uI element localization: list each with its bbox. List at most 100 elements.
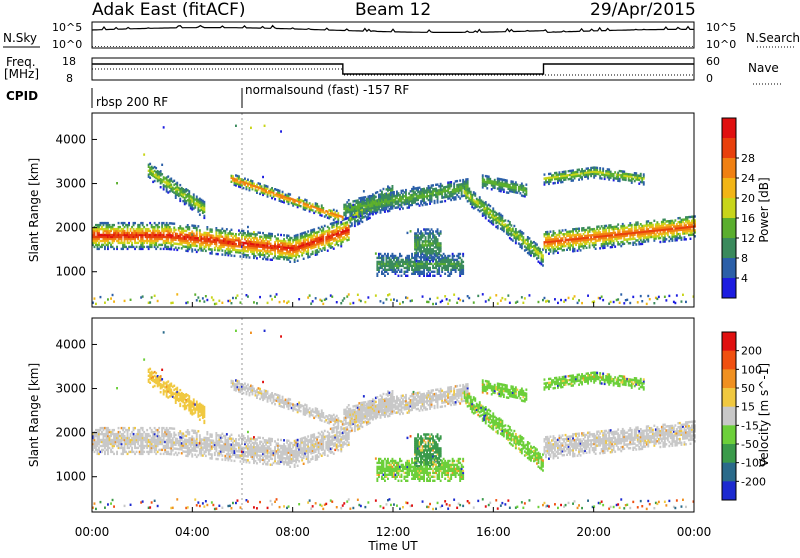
heatmap-cell — [316, 203, 318, 205]
noise-left-tick-top: 10^5 — [52, 21, 82, 34]
heatmap-cell — [459, 253, 461, 255]
heatmap-cell — [149, 301, 151, 303]
heatmap-cell — [407, 297, 409, 299]
heatmap-cell — [620, 245, 622, 247]
heatmap-cell — [256, 302, 258, 304]
heatmap-cell — [401, 255, 403, 257]
heatmap-cell — [351, 222, 353, 224]
heatmap-cell — [614, 171, 616, 173]
heatmap-cell — [238, 229, 240, 231]
heatmap-cell — [501, 297, 503, 299]
noise-sky-label: N.Sky — [3, 31, 37, 45]
heatmap-cell — [155, 167, 157, 169]
heatmap-cell — [170, 184, 172, 186]
heatmap-cell — [542, 299, 544, 301]
heatmap-cell — [619, 229, 621, 231]
heatmap-cell — [450, 199, 452, 201]
heatmap-cell — [488, 299, 490, 301]
heatmap-cell — [665, 238, 667, 240]
heatmap-cell — [231, 229, 233, 231]
heatmap-cell — [434, 271, 436, 273]
heatmap-cell — [336, 210, 338, 212]
heatmap-cell — [565, 245, 567, 247]
heatmap-cell — [614, 246, 616, 248]
nave-tick-top: 60 — [706, 55, 720, 68]
heatmap-cell — [658, 296, 660, 298]
heatmap-cell — [312, 251, 314, 253]
heatmap-cell — [512, 228, 514, 230]
heatmap-cell — [244, 232, 246, 234]
heatmap-cell — [312, 209, 314, 211]
heatmap-cell — [342, 216, 344, 218]
beam-title: Beam 12 — [355, 0, 431, 20]
heatmap-cell — [659, 241, 661, 243]
heatmap-cell — [247, 295, 249, 297]
heatmap-cell — [267, 302, 269, 304]
heatmap-cell — [199, 214, 201, 216]
heatmap-cell — [560, 299, 562, 301]
heatmap-cell — [429, 298, 431, 300]
heatmap-cell — [196, 299, 198, 301]
heatmap-cell — [211, 229, 213, 231]
heatmap-cell — [211, 296, 213, 298]
heatmap-cell — [486, 187, 488, 189]
heatmap-cell — [429, 267, 431, 269]
heatmap-cell — [321, 300, 323, 302]
heatmap-cell — [259, 296, 261, 298]
noise-right-tick-bottom: 10^0 — [706, 38, 736, 51]
heatmap-cell — [649, 298, 651, 300]
heatmap-cell — [229, 300, 231, 302]
heatmap-cell — [629, 302, 631, 304]
heatmap-cell — [178, 247, 180, 249]
heatmap-cell — [176, 293, 178, 295]
heatmap-cell — [250, 127, 252, 129]
heatmap-cell — [586, 247, 588, 249]
heatmap-cell — [124, 300, 126, 302]
heatmap-cell — [581, 176, 583, 178]
heatmap-cell — [175, 229, 177, 231]
heatmap-cell — [322, 227, 324, 229]
heatmap-cell — [324, 245, 326, 247]
heatmap-cell — [274, 296, 276, 298]
heatmap-cell — [176, 182, 178, 184]
heatmap-cell — [104, 302, 106, 304]
heatmap-cell — [444, 200, 446, 202]
heatmap-cell — [331, 296, 333, 298]
heatmap-cell — [113, 224, 115, 226]
heatmap-cell — [235, 125, 237, 127]
heatmap-cell — [215, 303, 217, 305]
heatmap-cell — [589, 242, 591, 244]
heatmap-cell — [608, 168, 610, 170]
heatmap-cell — [280, 130, 282, 132]
heatmap-cell — [664, 296, 666, 298]
heatmap-cell — [238, 175, 240, 177]
heatmap-cell — [489, 205, 491, 207]
heatmap-cell — [324, 225, 326, 227]
heatmap-cell — [459, 197, 461, 199]
heatmap-cell — [516, 184, 518, 186]
nave-tick-bottom: 0 — [706, 72, 713, 85]
heatmap-cell — [512, 239, 514, 241]
heatmap-cell — [601, 177, 603, 179]
heatmap-cell — [151, 296, 153, 298]
heatmap-cell — [279, 301, 281, 303]
heatmap-cell — [601, 296, 603, 298]
heatmap-cell — [328, 227, 330, 229]
heatmap-cell — [578, 299, 580, 301]
heatmap-cell — [387, 273, 389, 275]
heatmap-cell — [291, 237, 293, 239]
heatmap-cell — [221, 249, 223, 251]
heatmap-cell — [259, 183, 261, 185]
heatmap-cell — [510, 224, 512, 226]
heatmap-cell — [437, 238, 439, 240]
cpid-strip: CPID rbsp 200 RF normalsound (fast) -157… — [6, 83, 409, 109]
heatmap-cell — [459, 299, 461, 301]
heatmap-cell — [271, 253, 273, 255]
heatmap-cell — [231, 302, 233, 304]
heatmap-cell — [563, 249, 565, 251]
heatmap-cell — [337, 212, 339, 214]
heatmap-cell — [182, 228, 184, 230]
heatmap-cell — [221, 253, 223, 255]
heatmap-cell — [393, 191, 395, 193]
heatmap-cell — [205, 250, 207, 252]
